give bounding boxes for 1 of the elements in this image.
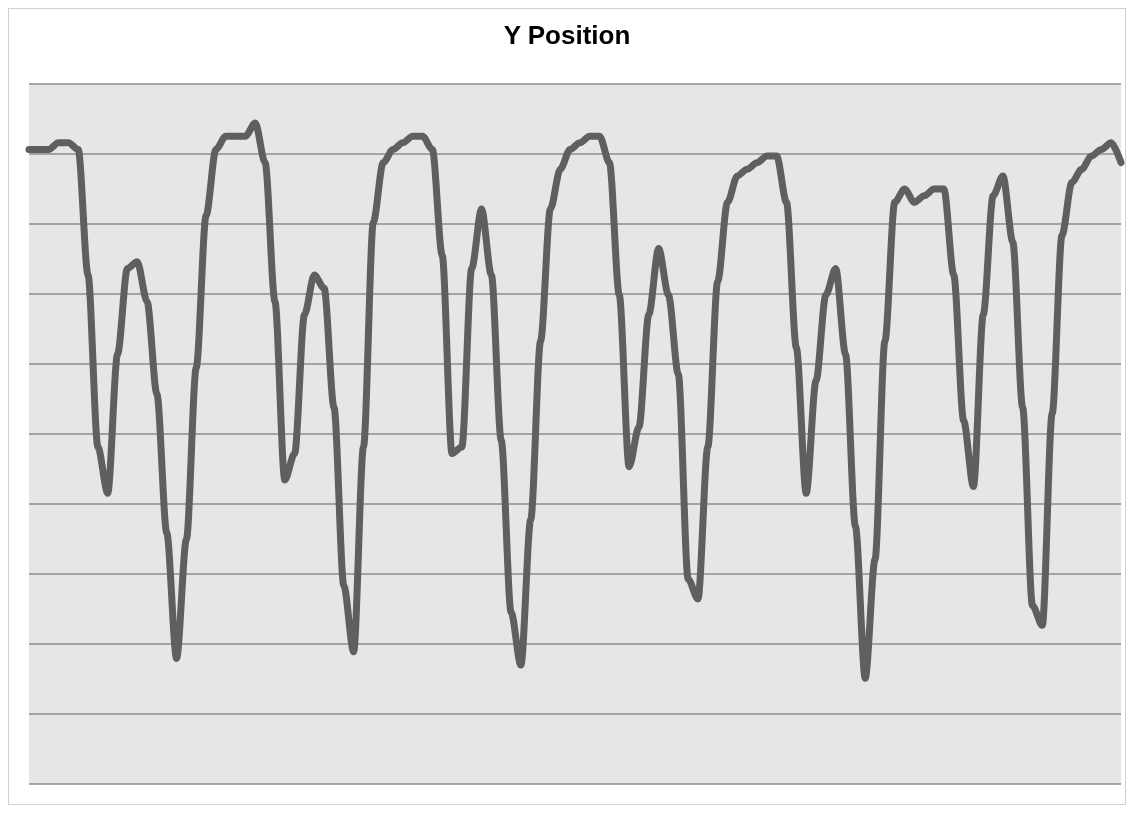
chart-title: Y Position (503, 20, 631, 50)
